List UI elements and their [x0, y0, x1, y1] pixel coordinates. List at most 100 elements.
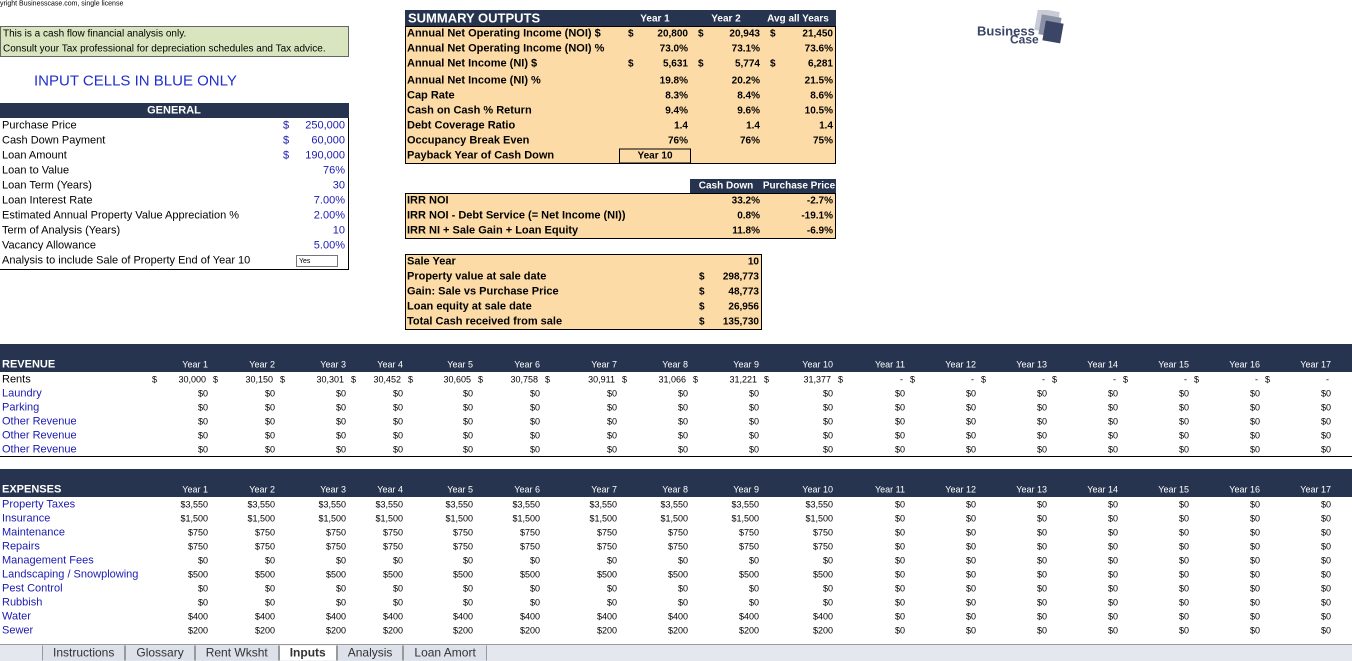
expense-value: $0: [1249, 583, 1260, 594]
expense-value: $3,550: [445, 499, 473, 510]
year-header: Year 13: [1016, 359, 1047, 370]
revenue-value: $0: [462, 416, 473, 427]
revenue-value: $0: [822, 402, 833, 413]
revenue-value: $0: [748, 402, 759, 413]
expense-value: $0: [894, 527, 905, 538]
revenue-value: $0: [392, 444, 403, 455]
expense-value: $1,500: [247, 513, 275, 524]
revenue-value: $0: [1320, 402, 1331, 413]
expense-value: $0: [894, 541, 905, 552]
row-label: Annual Net Income (NI) %: [407, 74, 541, 87]
expense-value: $500: [738, 569, 759, 580]
row-label: Water: [2, 610, 31, 623]
revenue-value: $0: [392, 402, 403, 413]
revenue-value: $0: [1036, 444, 1047, 455]
revenue-value: -: [1326, 374, 1329, 385]
expense-value: $0: [1320, 541, 1331, 552]
currency: $: [981, 374, 987, 385]
sheet-tab[interactable]: Rent Wksht: [194, 645, 279, 661]
expense-value: $0: [529, 555, 540, 566]
expense-value: $750: [596, 541, 617, 552]
year-header: Year 4: [377, 359, 403, 370]
expense-value: $0: [1320, 527, 1331, 538]
expense-value: $0: [965, 499, 976, 510]
expense-value: $400: [254, 611, 275, 622]
output-value: 26,956: [728, 301, 759, 313]
section-title: SUMMARY OUTPUTS: [408, 10, 541, 26]
expense-value: $0: [822, 583, 833, 594]
expense-value: $0: [1036, 555, 1047, 566]
revenue-value: $0: [335, 388, 346, 399]
row-label: Other Revenue: [2, 415, 77, 428]
year-header: Year 2: [249, 484, 275, 495]
expense-value: $400: [519, 611, 540, 622]
output-value: 21.5%: [804, 75, 833, 87]
input-label: Loan Interest Rate: [2, 194, 93, 207]
revenue-value: $0: [606, 402, 617, 413]
expense-value: $400: [667, 611, 688, 622]
column-header: Year 1: [640, 13, 670, 25]
expense-value: $0: [965, 625, 976, 636]
revenue-value: $0: [197, 416, 208, 427]
revenue-value: $0: [392, 430, 403, 441]
row-label: Landscaping / Snowplowing: [2, 568, 139, 581]
expense-value: $0: [1249, 527, 1260, 538]
row-label: Parking: [2, 401, 40, 414]
expense-value: $0: [1107, 527, 1118, 538]
output-value: 9.6%: [737, 105, 760, 117]
currency: $: [408, 374, 414, 385]
revenue-value: $0: [264, 402, 275, 413]
revenue-value: $0: [894, 416, 905, 427]
sheet-tab[interactable]: Analysis: [336, 645, 404, 661]
currency: $: [1123, 374, 1129, 385]
sheet-tab[interactable]: Inputs: [278, 645, 337, 661]
expense-value: $0: [894, 569, 905, 580]
expense-value: $1,500: [805, 513, 833, 524]
row-label: Loan equity at sale date: [407, 300, 532, 313]
currency: $: [698, 58, 704, 70]
revenue-value: $0: [677, 430, 688, 441]
expense-value: $0: [1036, 541, 1047, 552]
expense-value: $0: [1178, 611, 1189, 622]
expense-value: $0: [965, 569, 976, 580]
revenue-value: $0: [1320, 416, 1331, 427]
expense-value: $400: [596, 611, 617, 622]
sheet-tab[interactable]: Loan Amort: [403, 645, 487, 661]
dropdown[interactable]: Yes: [296, 255, 338, 267]
expense-value: $0: [606, 583, 617, 594]
revenue-value: $0: [264, 416, 275, 427]
currency: $: [1052, 374, 1058, 385]
sheet-tab[interactable]: Instructions: [42, 645, 126, 661]
note-line: Consult your Tax professional for deprec…: [3, 43, 326, 55]
revenue-value: $0: [965, 430, 976, 441]
expense-value: $400: [812, 611, 833, 622]
input-label: Vacancy Allowance: [2, 239, 96, 252]
revenue-value: $0: [677, 416, 688, 427]
expense-value: $500: [187, 569, 208, 580]
year-header: Year 12: [945, 359, 976, 370]
currency: $: [699, 271, 705, 283]
input-value: 30: [332, 179, 345, 192]
expense-value: $0: [1107, 611, 1118, 622]
sheet-tab[interactable]: Glossary: [125, 645, 195, 661]
revenue-value: $0: [1320, 430, 1331, 441]
expense-value: $0: [965, 513, 976, 524]
expense-value: $0: [1320, 569, 1331, 580]
output-value: 73.6%: [804, 43, 833, 55]
input-label: Cash Down Payment: [2, 134, 106, 147]
expense-value: $0: [1249, 555, 1260, 566]
expense-value: $0: [1320, 499, 1331, 510]
revenue-value: $0: [1178, 430, 1189, 441]
expense-value: $0: [1036, 625, 1047, 636]
expense-value: $750: [254, 527, 275, 538]
revenue-value: $0: [1249, 388, 1260, 399]
row-label: Other Revenue: [2, 429, 77, 442]
expense-value: $3,550: [589, 499, 617, 510]
revenue-value: $0: [462, 388, 473, 399]
expense-value: $750: [667, 527, 688, 538]
revenue-value: 31,377: [803, 374, 831, 385]
row-label: Rubbish: [2, 596, 43, 609]
expense-value: $0: [1107, 597, 1118, 608]
expense-value: $500: [519, 569, 540, 580]
output-value: 1.4: [819, 120, 833, 132]
